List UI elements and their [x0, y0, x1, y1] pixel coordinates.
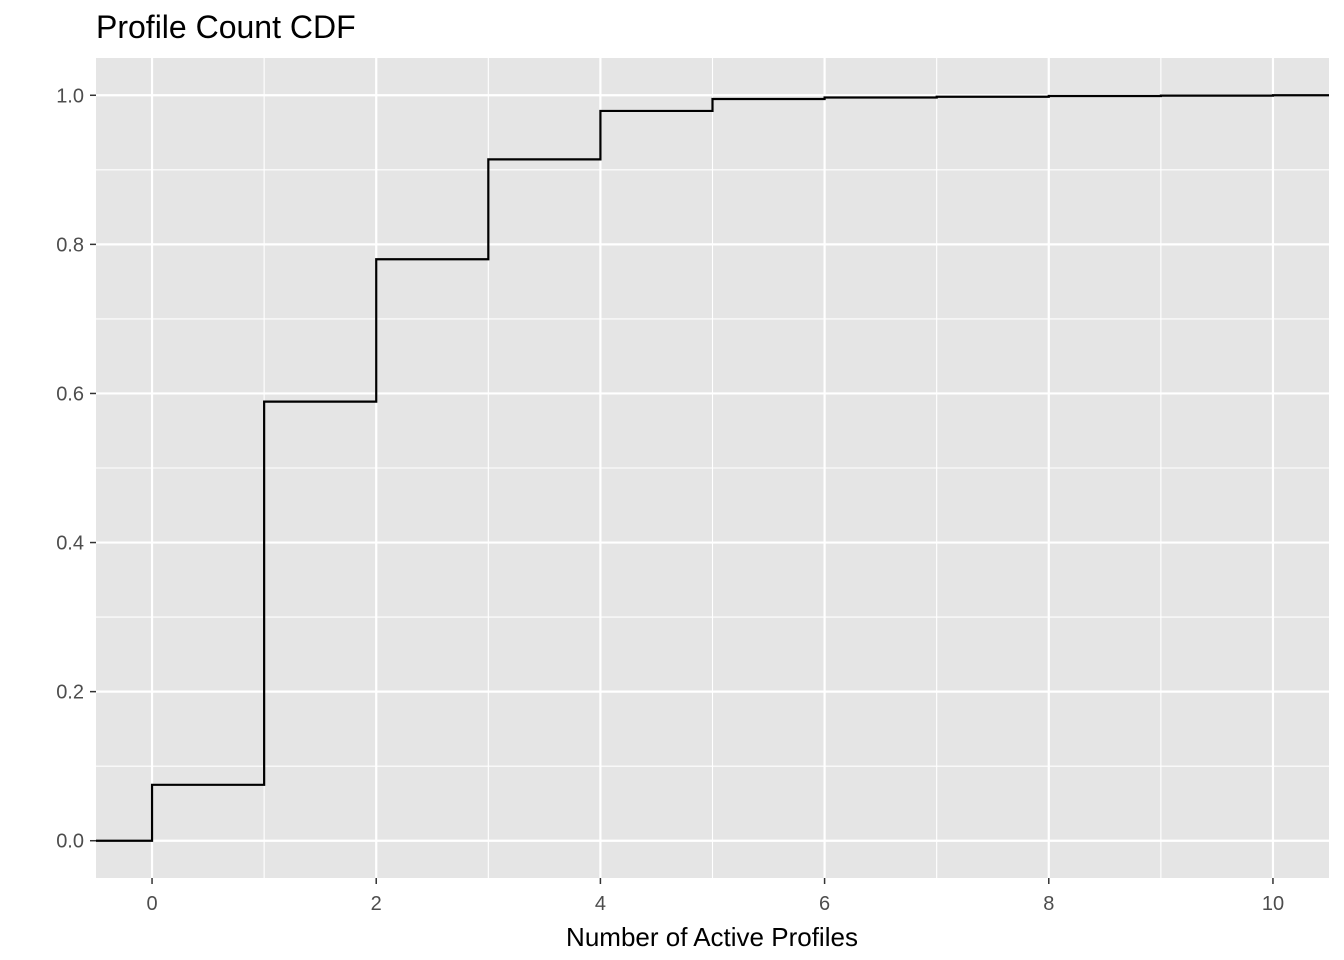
x-tick-label: 4 [595, 893, 606, 915]
x-axis: 0 2 4 6 8 10 [146, 878, 1284, 915]
y-tick-label: 0.0 [56, 831, 84, 853]
x-tick-label: 0 [146, 893, 157, 915]
major-grid [96, 58, 1329, 878]
y-tick-label: 0.6 [56, 383, 84, 405]
y-tick-label: 0.8 [56, 234, 84, 256]
chart-title: Profile Count CDF [96, 9, 356, 45]
x-tick-label: 8 [1043, 893, 1054, 915]
y-axis: 0.0 0.2 0.4 0.6 0.8 1.0 [56, 85, 96, 853]
y-tick-label: 0.4 [56, 533, 84, 555]
series-layer [96, 94, 1329, 842]
y-tick-label: 1.0 [56, 85, 84, 107]
x-tick-label: 2 [371, 893, 382, 915]
cdf-step-line [96, 94, 1329, 842]
y-tick-label: 0.2 [56, 682, 84, 704]
x-tick-label: 10 [1262, 893, 1284, 915]
x-axis-title: Number of Active Profiles [566, 922, 858, 952]
minor-grid [96, 58, 1329, 878]
x-tick-label: 6 [819, 893, 830, 915]
